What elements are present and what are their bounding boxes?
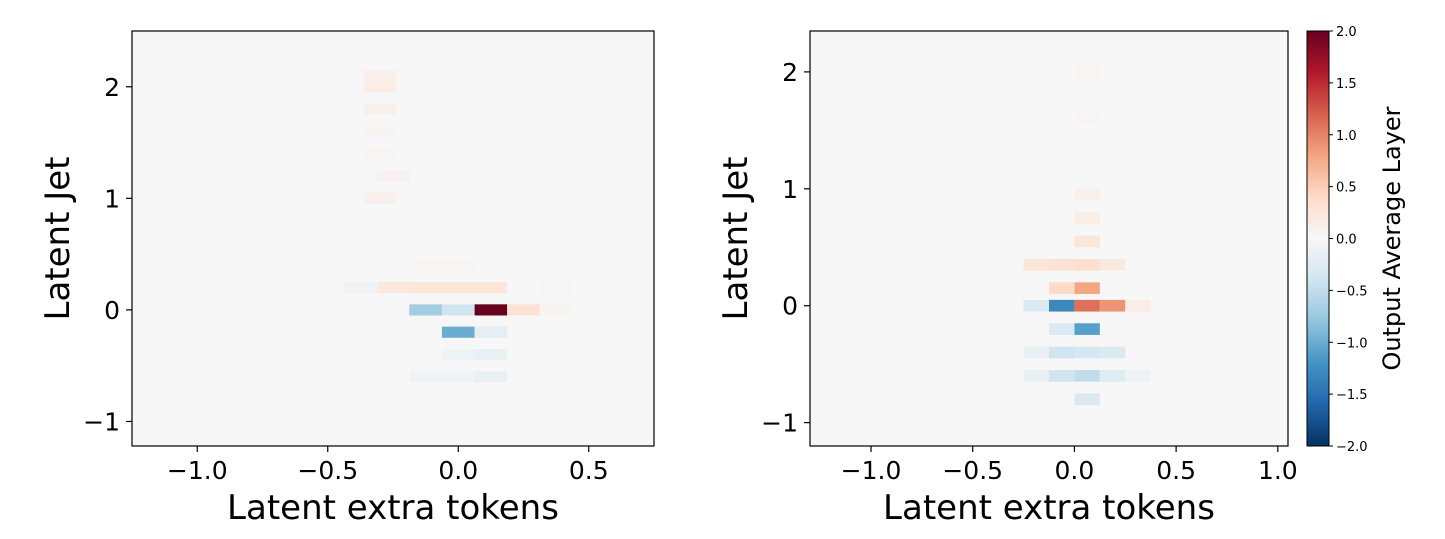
heatmap-cell xyxy=(474,348,508,361)
heatmap-cell xyxy=(1074,346,1100,359)
heatmap-cell xyxy=(1049,299,1075,312)
heatmap-cell xyxy=(1099,346,1126,359)
heatmap-cell xyxy=(441,348,475,361)
heatmap-cell xyxy=(409,371,442,383)
heatmap-cell xyxy=(441,259,475,271)
heatmap-cell xyxy=(1074,235,1100,248)
heatmap-cell xyxy=(1023,346,1049,359)
heatmap-cell xyxy=(1125,299,1151,312)
x-tick-label: −0.5 xyxy=(297,456,358,485)
heatmap-cell xyxy=(344,282,377,294)
heatmap-cell xyxy=(1074,188,1100,201)
colorbar-tick-label: 2.0 xyxy=(1336,25,1357,40)
heatmap-cell xyxy=(363,81,397,93)
heatmap-cell xyxy=(1099,299,1126,312)
heatmap-cell xyxy=(409,304,442,316)
heatmap-cell xyxy=(363,192,397,204)
heatmap-cell xyxy=(474,326,508,338)
colorbar-tick-label: −1.5 xyxy=(1336,388,1368,403)
colorbar-tick-label: −0.5 xyxy=(1336,284,1368,299)
colorbar: 2.0 1.5 1.0 0.5 0.0 −0.5 −1.0 −1.5 −2.0 Output Av… xyxy=(1306,25,1406,455)
heatmap-cell xyxy=(539,282,573,294)
heatmap-cell xyxy=(441,282,475,294)
heatmap-cell xyxy=(1049,370,1075,382)
plot-area xyxy=(810,31,1288,446)
y-tick-label: −1 xyxy=(761,409,798,438)
x-tick-label: −0.5 xyxy=(942,456,1003,485)
x-axis-label: Latent extra tokens xyxy=(227,488,559,528)
heatmap-cell xyxy=(1074,299,1100,312)
heatmap-cell xyxy=(363,148,397,160)
heatmap-cell xyxy=(1099,258,1126,271)
heatmap-cell xyxy=(441,304,475,316)
heatmap-panel-1: −1.0 −0.5 0.0 0.5 −1 0 1 2 Latent extra tokens La… xyxy=(38,30,655,528)
plot-area xyxy=(132,31,654,446)
heatmap-cell xyxy=(1074,258,1100,271)
heatmap-cell xyxy=(409,282,442,294)
heatmap-cell xyxy=(363,103,397,115)
heatmap-cell xyxy=(474,304,508,316)
heatmap-cell xyxy=(363,125,397,137)
heatmap-cell xyxy=(474,282,508,294)
colorbar-gradient xyxy=(1306,30,1330,447)
x-tick-label: 1.0 xyxy=(1258,456,1298,485)
colorbar-tick-label: 1.5 xyxy=(1336,77,1357,92)
heatmap-cell xyxy=(1074,212,1100,224)
x-tick-label: −1.0 xyxy=(167,456,228,485)
y-tick-label: 0 xyxy=(782,292,798,321)
heatmap-cell xyxy=(507,304,540,316)
colorbar-tick-label: 0.0 xyxy=(1336,233,1357,248)
heatmap-cell xyxy=(376,282,410,294)
heatmap-cell xyxy=(409,259,442,271)
heatmap-panel-2: −1.0 −0.5 0.0 0.5 1.0 −1 0 1 2 Latent extra token… xyxy=(716,30,1298,528)
x-tick-label: −1.0 xyxy=(841,456,902,485)
heatmap-cell xyxy=(441,326,475,338)
y-tick-label: 1 xyxy=(104,184,120,213)
y-tick-label: −1 xyxy=(83,407,120,436)
x-tick-label: 0.5 xyxy=(569,456,609,485)
heatmap-cell xyxy=(1049,282,1075,295)
heatmap-cell xyxy=(363,70,397,82)
axes-frame xyxy=(809,30,1289,447)
heatmap-cell xyxy=(1074,323,1100,335)
colorbar-tick-label: 1.0 xyxy=(1336,129,1357,144)
heatmap-cell xyxy=(1074,370,1100,382)
heatmap-cell xyxy=(1023,258,1049,271)
y-axis-label: Latent Jet xyxy=(716,157,756,321)
colorbar-tick-label: −2.0 xyxy=(1336,440,1368,455)
heatmap-cell xyxy=(1074,393,1100,406)
heatmap-cell xyxy=(1099,370,1126,382)
heatmap-cell xyxy=(1049,346,1075,359)
heatmap-cell xyxy=(1023,370,1049,382)
y-tick-label: 0 xyxy=(104,296,120,325)
heatmap-cell xyxy=(1023,299,1049,312)
heatmap-cell xyxy=(1074,282,1100,295)
x-tick-label: 0.5 xyxy=(1156,456,1196,485)
axes-frame xyxy=(131,30,655,447)
x-tick-label: 0.0 xyxy=(1055,456,1095,485)
x-tick-label: 0.0 xyxy=(438,456,478,485)
colorbar-label: Output Average Layer xyxy=(1378,106,1406,370)
y-axis-label: Latent Jet xyxy=(38,157,78,321)
heatmap-cell xyxy=(1049,323,1075,335)
heatmap-cell xyxy=(376,170,410,182)
y-tick-label: 2 xyxy=(104,73,120,102)
colorbar-tick-label: −1.0 xyxy=(1336,336,1368,351)
heatmap-cell xyxy=(474,371,508,383)
heatmap-cell xyxy=(1049,258,1075,271)
y-tick-label: 2 xyxy=(782,58,798,87)
y-tick-label: 1 xyxy=(782,175,798,204)
colorbar-tick-label: 0.5 xyxy=(1336,181,1357,196)
heatmap-cell xyxy=(1074,66,1100,78)
heatmap-cell xyxy=(1074,112,1100,125)
heatmap-cell xyxy=(1125,370,1151,382)
heatmap-cell xyxy=(539,304,573,316)
x-axis-label: Latent extra tokens xyxy=(883,488,1215,528)
heatmap-cell xyxy=(441,371,475,383)
